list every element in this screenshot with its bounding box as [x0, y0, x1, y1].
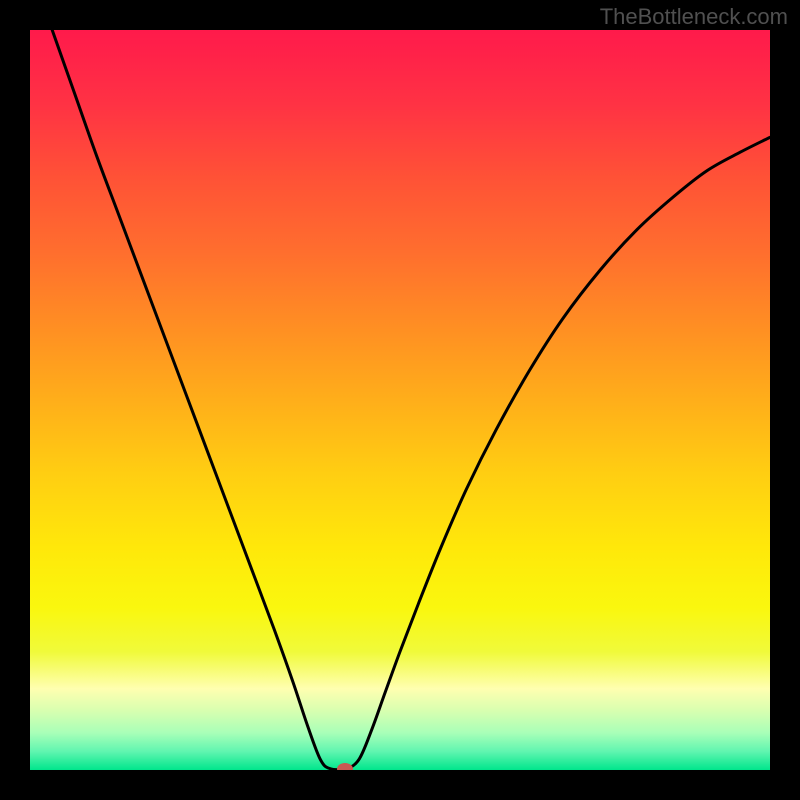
optimum-marker — [337, 763, 353, 770]
chart-frame — [30, 30, 770, 770]
watermark-text: TheBottleneck.com — [600, 4, 788, 30]
bottleneck-curve — [52, 30, 770, 770]
bottleneck-curve-svg — [30, 30, 770, 770]
plot-area — [30, 30, 770, 770]
